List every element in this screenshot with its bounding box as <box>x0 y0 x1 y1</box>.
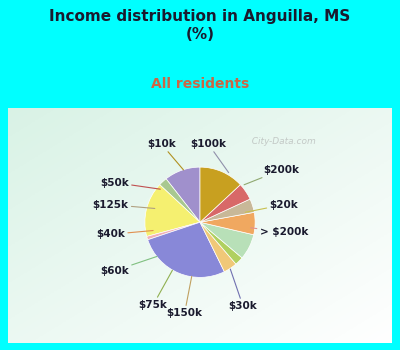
Wedge shape <box>200 199 254 222</box>
Wedge shape <box>200 222 254 258</box>
Text: $125k: $125k <box>93 199 155 210</box>
Text: $10k: $10k <box>147 139 184 170</box>
Wedge shape <box>200 185 250 222</box>
Text: $75k: $75k <box>139 270 172 310</box>
Text: > $200k: > $200k <box>251 227 308 237</box>
Wedge shape <box>147 222 200 240</box>
Wedge shape <box>200 222 242 264</box>
Wedge shape <box>200 222 236 272</box>
Text: $40k: $40k <box>96 229 153 239</box>
Wedge shape <box>200 167 240 222</box>
Text: $50k: $50k <box>100 177 160 189</box>
Wedge shape <box>160 179 200 222</box>
Text: City-Data.com: City-Data.com <box>246 136 316 146</box>
Wedge shape <box>148 222 224 277</box>
Wedge shape <box>200 212 255 235</box>
Text: $200k: $200k <box>244 165 300 185</box>
Text: $100k: $100k <box>190 139 229 173</box>
Text: All residents: All residents <box>151 77 249 91</box>
Wedge shape <box>145 185 200 237</box>
Text: Income distribution in Anguilla, MS
(%): Income distribution in Anguilla, MS (%) <box>49 9 351 42</box>
Text: $30k: $30k <box>229 269 257 311</box>
Wedge shape <box>166 167 200 222</box>
Text: $60k: $60k <box>100 257 157 276</box>
Text: $20k: $20k <box>245 199 298 212</box>
Text: $150k: $150k <box>166 276 202 318</box>
